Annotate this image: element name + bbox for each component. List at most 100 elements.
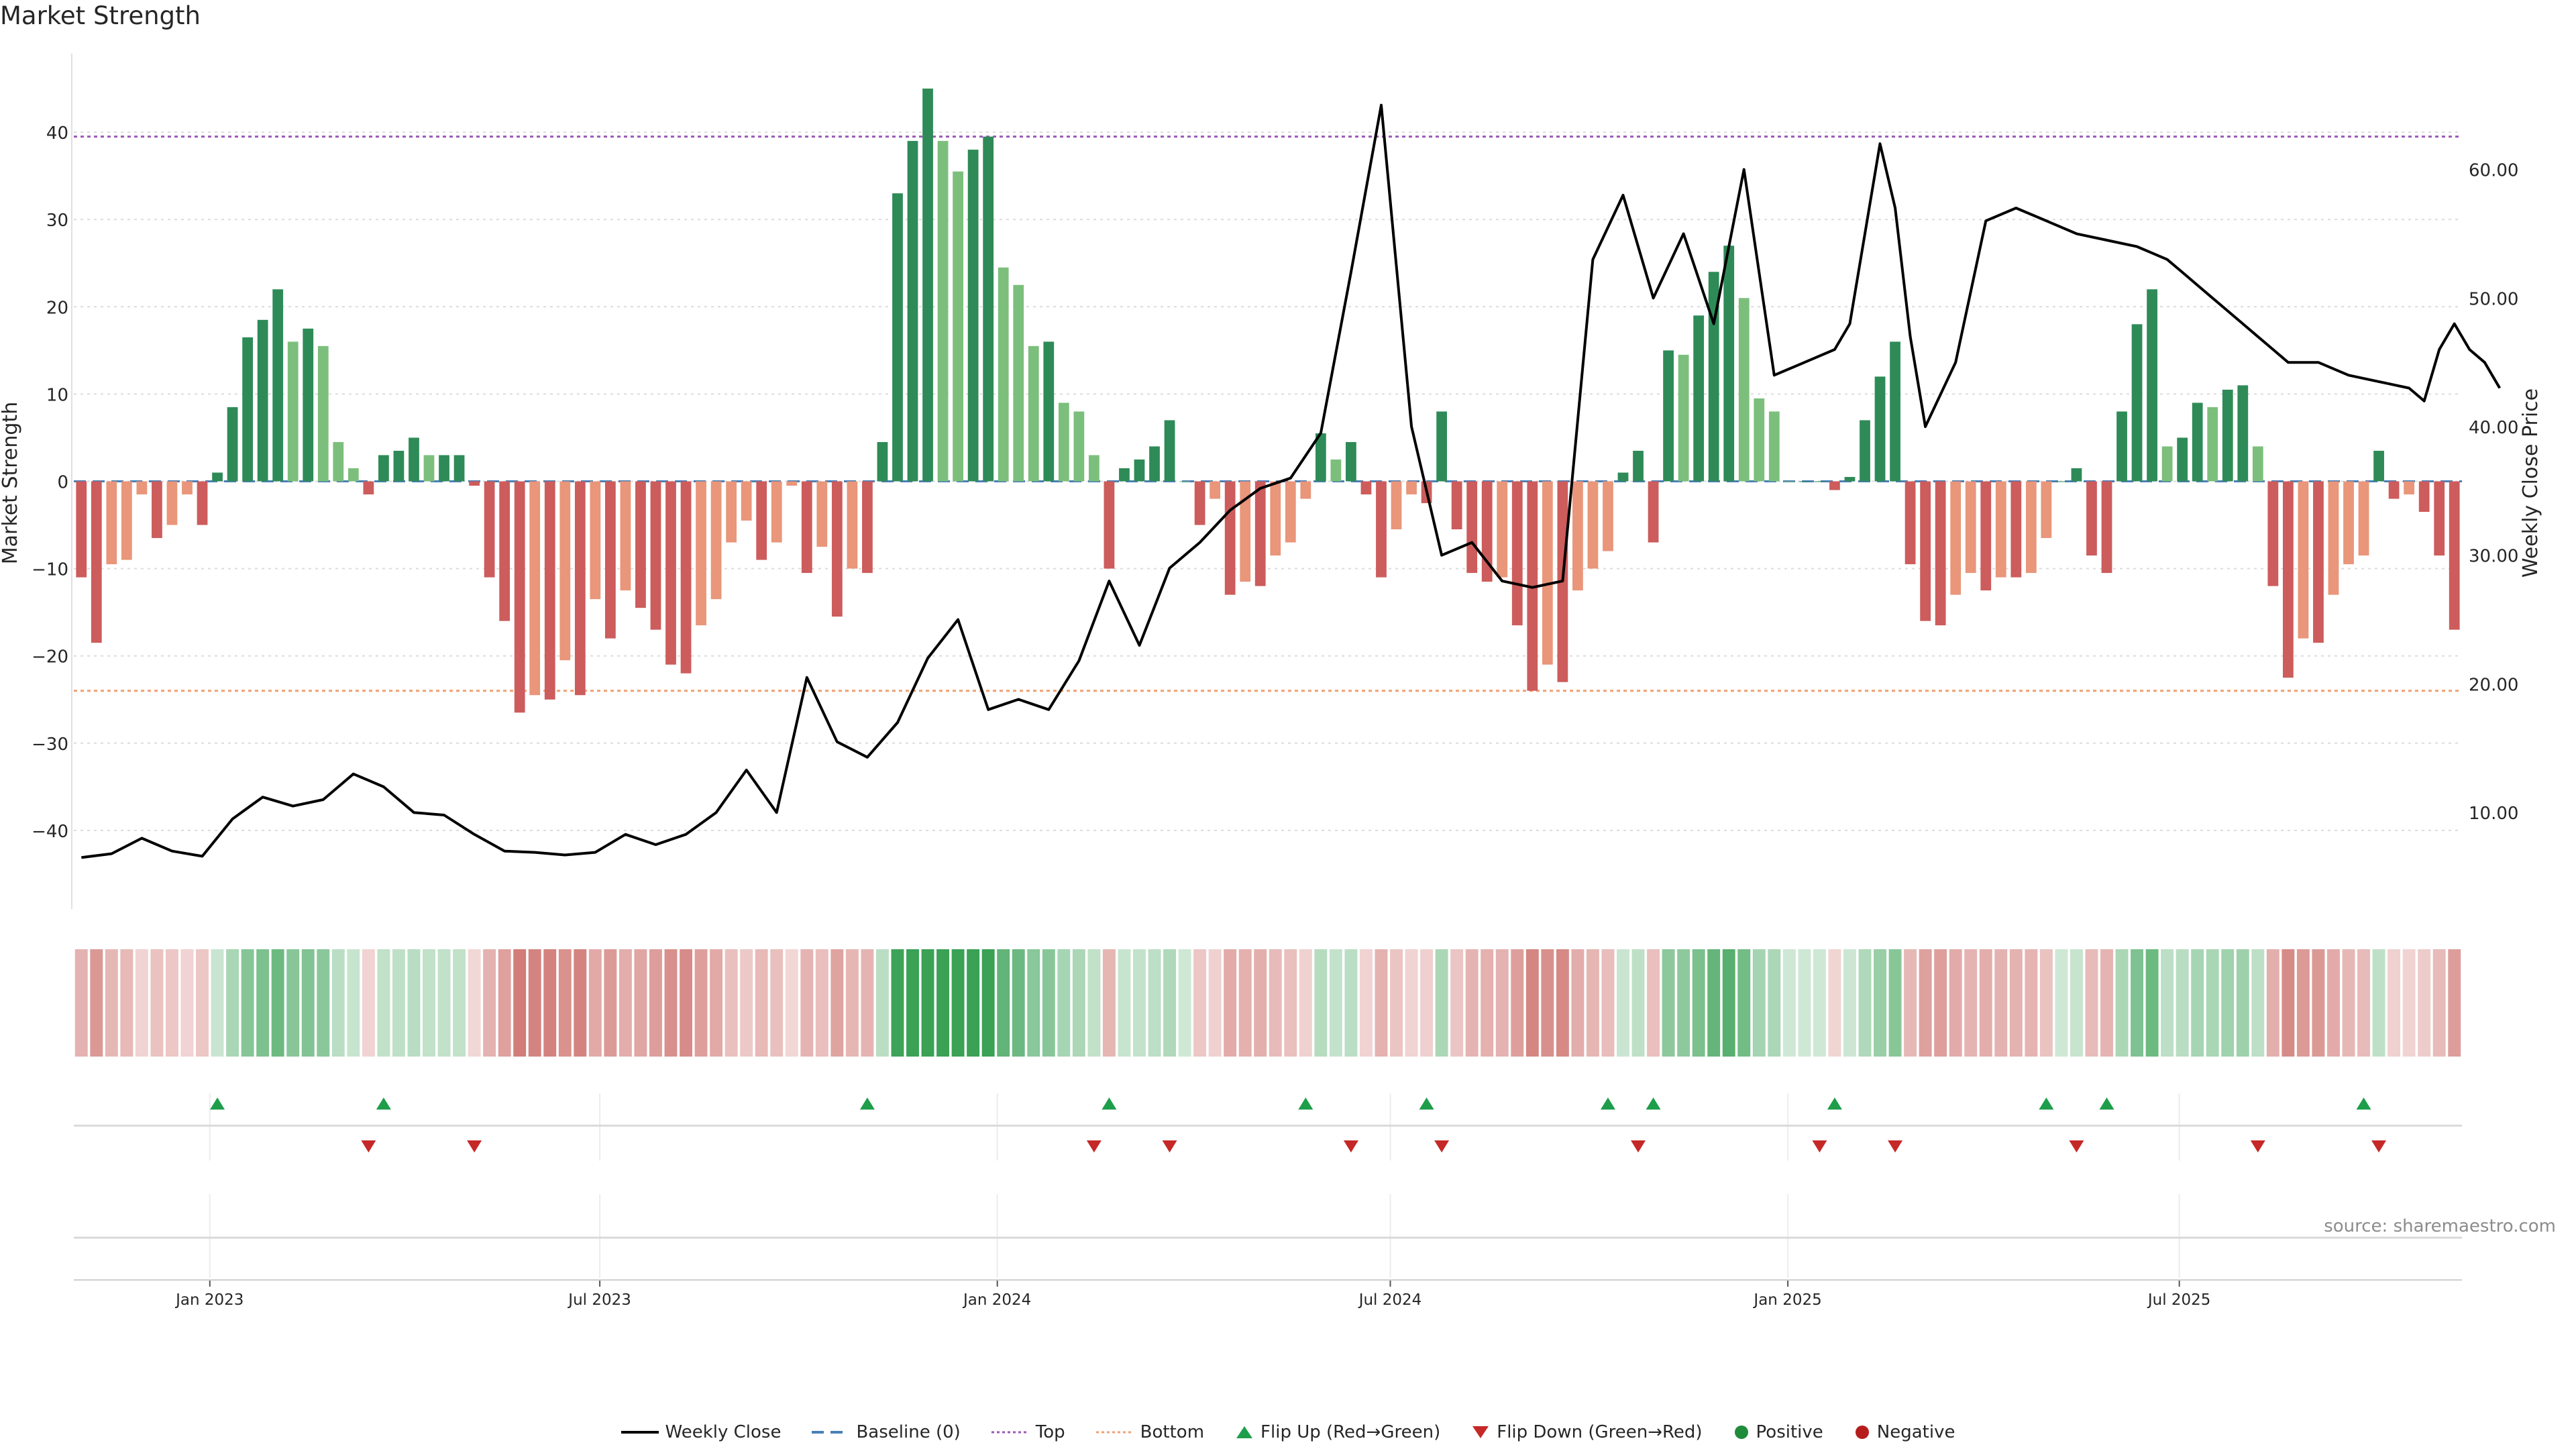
heat-cell [604,949,617,1057]
strength-bar [1466,481,1478,574]
flip-down-marker [361,1140,376,1152]
flip-down-marker [1888,1140,1903,1152]
y-tick-label: 40 [46,123,68,144]
heat-cell [891,949,904,1057]
strength-bar [1224,481,1236,595]
heat-cell [90,949,103,1057]
strength-bar [484,481,495,578]
heat-cell [2221,949,2235,1057]
strength-bar [333,441,344,482]
flip-up-marker [859,1097,875,1110]
strength-bar [786,481,798,486]
strength-bar [1829,481,1840,490]
strength-bar [166,481,178,525]
left-axis: 40 30 20 10 0 −10 −20 −30 −40 [32,54,72,909]
strength-bar [1511,481,1523,626]
heat-cell [1874,949,1886,1057]
strength-bar [2207,407,2218,482]
heat-cell [2055,949,2068,1057]
heat-cell [785,949,798,1057]
strength-bar [710,481,722,600]
heat-cell [407,949,421,1057]
strength-bar [2343,481,2354,565]
strength-bar [650,481,661,630]
heat-cell [211,949,224,1057]
strength-bar [1678,354,1689,482]
heat-cell [1224,949,1237,1057]
strength-bar [1149,446,1160,482]
strength-bar [287,341,299,482]
y2-tick-label: 10.00 [2469,804,2518,824]
heat-cell [1768,949,1781,1057]
strength-bar [1587,481,1599,569]
strength-bar [998,267,1009,482]
heat-cell [1208,949,1222,1057]
strength-bar [559,481,571,661]
heat-cell [724,949,738,1057]
strength-bar [922,89,933,482]
y-tick-label: 10 [46,385,68,405]
heat-cell [1722,949,1735,1057]
heat-cell [1904,949,1917,1057]
y-axis-label: Market Strength [0,402,22,564]
heat-cell [2161,949,2174,1057]
heat-cell [951,949,965,1057]
heat-cell [1450,949,1464,1057]
heat-cell [800,949,814,1057]
heat-cell [468,949,481,1057]
strength-bar [378,455,389,482]
y2-axis-label: Weekly Close Price [2519,388,2542,578]
strength-bar [816,481,828,547]
heat-cell [1405,949,1418,1057]
flip-up-marker [210,1097,225,1110]
heat-cell [2115,949,2129,1057]
strength-bar [106,481,117,565]
strength-bar [696,481,706,626]
legend-label: Weekly Close [665,1422,782,1442]
strength-bar [1300,481,1311,499]
heat-cell [1238,949,1252,1057]
heat-cell [2372,949,2385,1057]
strength-bar [499,481,511,621]
strength-bar [469,481,480,486]
strength-bar [1980,481,1992,591]
flip-down-marker [2069,1140,2084,1152]
heat-cell [2327,949,2340,1057]
heat-cell [1586,949,1599,1057]
strength-bar [227,407,238,482]
date-axis: Jan 2023 Jul 2023 Jan 2024 Jul 2024 Jan 2025… [74,1279,2462,1309]
heat-cell [1677,949,1690,1057]
heat-cell [1752,949,1766,1057]
heat-cell [1148,949,1161,1057]
strength-bar [967,150,979,482]
strength-bar [1013,284,1024,482]
strength-bar [152,481,162,539]
strength-bar [801,481,812,574]
heat-cell [1525,949,1539,1057]
heat-cell [680,949,692,1057]
strength-bar [1360,481,1372,495]
strength-bar [2434,481,2445,556]
flip-down-marker [2250,1140,2265,1152]
heat-cell [2131,949,2144,1057]
heat-cell [483,949,496,1057]
strength-bar [212,472,223,482]
flip-up-marker [376,1097,391,1110]
price-line-group [81,103,2502,859]
heat-cell [2448,949,2461,1057]
heat-cell [936,949,950,1057]
strength-bar [544,481,555,700]
strength-bar [121,481,132,560]
strength-bar [2147,289,2157,482]
x-tick-label: Jul 2025 [2147,1291,2211,1309]
heat-cell [2402,949,2416,1057]
heat-cell [1284,949,1297,1057]
strength-bar [1572,481,1583,591]
heat-cell [1299,949,1312,1057]
strength-bar [1043,341,1055,482]
strength-bar [2388,481,2400,499]
strength-bar [317,345,329,482]
legend: Weekly Close Baseline (0) Top Bottom Fli… [0,1422,2576,1442]
heat-cell [74,949,88,1057]
strength-bar [2161,446,2173,482]
